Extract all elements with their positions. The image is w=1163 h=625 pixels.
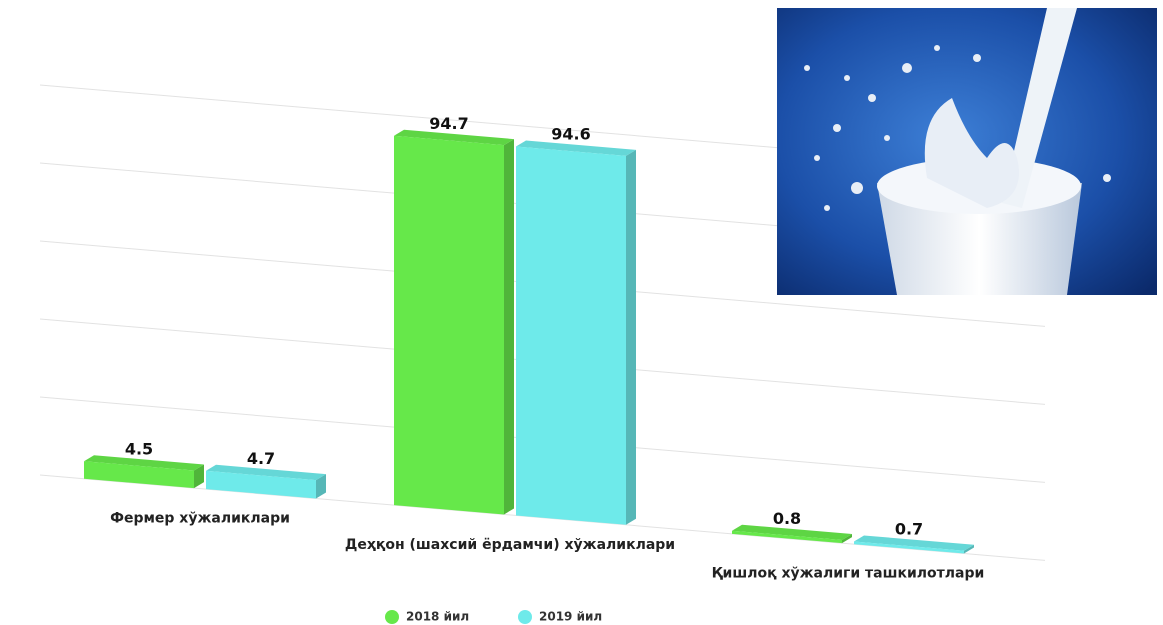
legend-marker bbox=[518, 610, 532, 624]
bar-top bbox=[84, 455, 204, 471]
bar-top bbox=[516, 140, 636, 156]
value-label: 0.8 bbox=[773, 509, 801, 528]
value-label: 0.7 bbox=[895, 520, 923, 539]
value-label: 4.5 bbox=[125, 439, 153, 458]
legend-label: 2019 йил bbox=[539, 610, 602, 624]
bar-top bbox=[394, 129, 514, 146]
value-label: 94.7 bbox=[429, 114, 468, 133]
bar-side bbox=[626, 149, 636, 525]
bar-side bbox=[194, 464, 204, 489]
grid-line bbox=[39, 474, 1046, 561]
bar-side bbox=[842, 534, 852, 544]
bar-side bbox=[504, 139, 514, 515]
value-label: 94.6 bbox=[551, 125, 590, 144]
bar-top bbox=[854, 535, 974, 551]
value-label: 4.7 bbox=[247, 449, 275, 468]
legend-label: 2018 йил bbox=[406, 610, 469, 624]
x-tick-label: Қишлоқ хўжалиги ташкилотлари bbox=[712, 566, 985, 582]
bar bbox=[84, 461, 194, 489]
bar bbox=[854, 541, 964, 554]
legend-marker bbox=[385, 610, 399, 624]
bar bbox=[394, 135, 504, 515]
bar bbox=[516, 146, 626, 525]
bar-side bbox=[964, 544, 974, 554]
x-tick-label: Фермер хўжаликлари bbox=[110, 511, 290, 527]
x-tick-label: Деҳқон (шахсий ёрдамчи) хўжаликлари bbox=[345, 537, 675, 553]
bar-top bbox=[206, 464, 326, 481]
bar bbox=[732, 530, 842, 544]
bar-side bbox=[316, 474, 326, 499]
milk-photo bbox=[777, 8, 1157, 295]
bar-top bbox=[732, 524, 852, 541]
bar bbox=[206, 470, 316, 499]
